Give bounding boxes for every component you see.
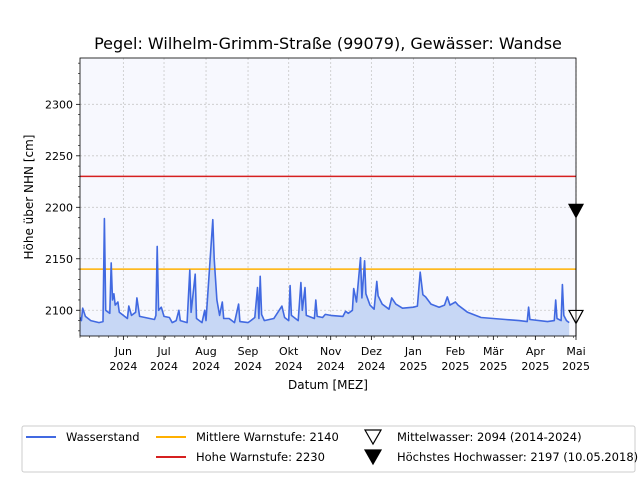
grid-lines [80,58,577,336]
legend-label-hochwasser: Höchstes Hochwasser: 2197 (10.05.2018) [397,450,638,464]
y-tick-label: 2300 [45,98,73,111]
y-tick-label: 2150 [45,253,73,266]
x-tick-label: Okt 2024 [275,345,303,373]
water-level-area-group [80,218,570,336]
y-tick-label: 2100 [45,304,73,317]
y-tick-label: 2200 [45,201,73,214]
x-tick-label: Jan 2025 [399,345,427,373]
legend-label-mittlere-warnstufe: Mittlere Warnstufe: 2140 [196,430,339,444]
legend-label-wasserstand: Wasserstand [66,430,140,444]
y-axis-label: Höhe über NHN [cm] [22,135,36,260]
x-tick-label: Aug 2024 [192,345,220,373]
x-tick-label: Feb 2025 [441,345,469,373]
legend-label-mittelwasser: Mittelwasser: 2094 (2014-2024) [397,430,582,444]
plot-area [80,58,576,336]
warning-lines-group [80,175,576,270]
legend: Wasserstand Mittlere Warnstufe: 2140 Hoh… [21,425,638,473]
x-tick-label: Nov 2024 [317,345,345,373]
y-tick-label: 2250 [45,150,73,163]
legend-marker-mittelwasser-icon [363,429,383,446]
x-axis-label: Datum [MEZ] [288,378,368,392]
y-axis: 2100 2150 2200 2250 2300 [45,62,80,332]
x-tick-label: Jun 2024 [109,345,137,373]
x-tick-label: Mär 2025 [479,345,507,373]
water-level-area [80,218,570,336]
legend-label-hohe-warnstufe: Hohe Warnstufe: 2230 [196,450,325,464]
x-tick-label: Jul 2024 [150,345,178,373]
x-tick-label: Dez 2024 [357,345,385,373]
x-tick-label: Apr 2025 [521,345,549,373]
x-axis: Jun 2024 Jul 2024 Aug 2024 Sep 2024 Okt 2024 Nov 20… [79,336,590,373]
chart-title: Pegel: Wilhelm-Grimm-Straße (99079), Gew… [94,34,562,53]
x-tick-label: Sep 2024 [234,345,262,373]
legend-marker-hochwasser-icon [363,449,383,466]
water-level-line-group [79,217,570,324]
water-level-line [79,217,570,324]
x-tick-label: Mai 2025 [562,345,590,373]
